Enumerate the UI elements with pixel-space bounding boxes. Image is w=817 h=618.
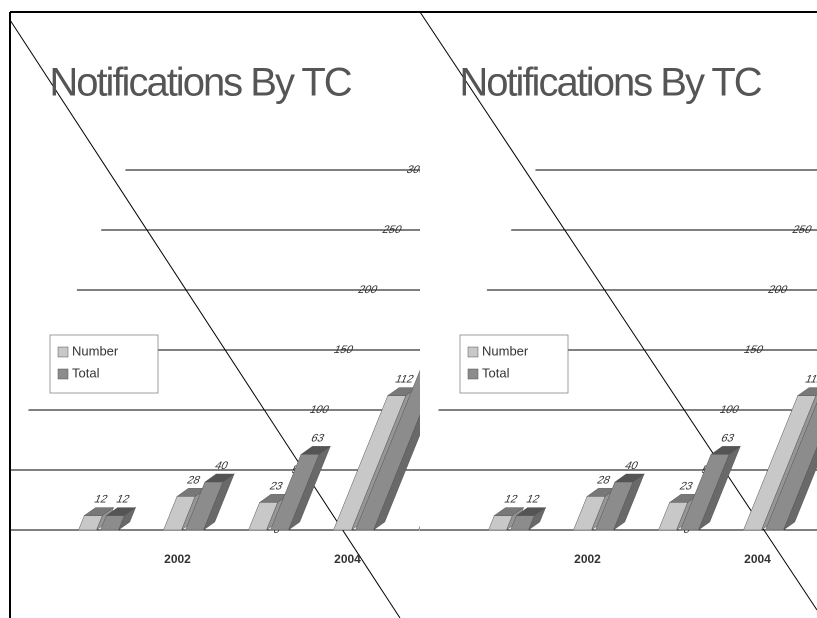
data-label: 12 <box>502 494 519 506</box>
bar <box>270 454 320 531</box>
bar <box>680 454 730 531</box>
plot: 0501001502002503001212284023631121755523… <box>10 164 428 536</box>
y-tick-label: 150 <box>332 344 355 356</box>
bar <box>333 395 407 531</box>
data-label: 40 <box>623 460 640 472</box>
legend-swatch <box>467 368 479 380</box>
y-tick-label: 300 <box>405 164 428 176</box>
legend-label: Number <box>72 343 119 358</box>
bar <box>78 515 103 531</box>
data-label: 12 <box>524 494 541 506</box>
legend-swatch <box>57 346 69 358</box>
data-label: 12 <box>114 494 131 506</box>
bar <box>743 395 817 531</box>
data-label: 12 <box>92 494 109 506</box>
x-tick-label: 2002 <box>574 552 601 566</box>
data-label: 63 <box>719 433 736 445</box>
y-tick-label: 250 <box>791 224 814 236</box>
legend-label: Total <box>482 365 510 380</box>
y-tick-label: 150 <box>742 344 765 356</box>
legend-box <box>49 334 159 394</box>
bar <box>488 515 513 531</box>
bar <box>100 515 125 531</box>
data-label: 28 <box>595 475 612 487</box>
y-tick-label: 100 <box>308 404 331 416</box>
bar <box>185 481 224 531</box>
bar <box>163 496 196 531</box>
chart-title: Notifications By TC <box>459 61 761 105</box>
x-tick-label: 2002 <box>164 552 191 566</box>
bar <box>573 496 606 531</box>
data-label: 112 <box>393 374 415 386</box>
y-tick-label: 200 <box>356 284 379 296</box>
data-label: 40 <box>213 460 230 472</box>
data-label: 23 <box>268 481 285 493</box>
legend-box <box>459 334 569 394</box>
data-label: 112 <box>803 374 817 386</box>
bar <box>248 502 279 531</box>
data-label: 28 <box>185 475 202 487</box>
x-tick-label: 2004 <box>334 552 361 566</box>
chart-title: Notifications By TC <box>49 61 351 105</box>
legend-label: Total <box>72 365 100 380</box>
chart-copy: Notifications By TC050100150200250300121… <box>10 61 428 566</box>
data-label: 23 <box>678 481 695 493</box>
bar <box>510 515 535 531</box>
y-tick-label: 100 <box>718 404 741 416</box>
legend-label: Number <box>482 343 529 358</box>
legend-swatch <box>57 368 69 380</box>
bar <box>355 319 420 531</box>
y-tick-label: 200 <box>766 284 789 296</box>
legend-swatch <box>467 346 479 358</box>
tear-line <box>9 19 401 618</box>
x-tick-label: 2004 <box>744 552 771 566</box>
data-label: 63 <box>309 433 326 445</box>
tear-line <box>419 11 817 611</box>
bar <box>595 481 634 531</box>
y-tick-label: 250 <box>381 224 404 236</box>
bar <box>658 502 689 531</box>
